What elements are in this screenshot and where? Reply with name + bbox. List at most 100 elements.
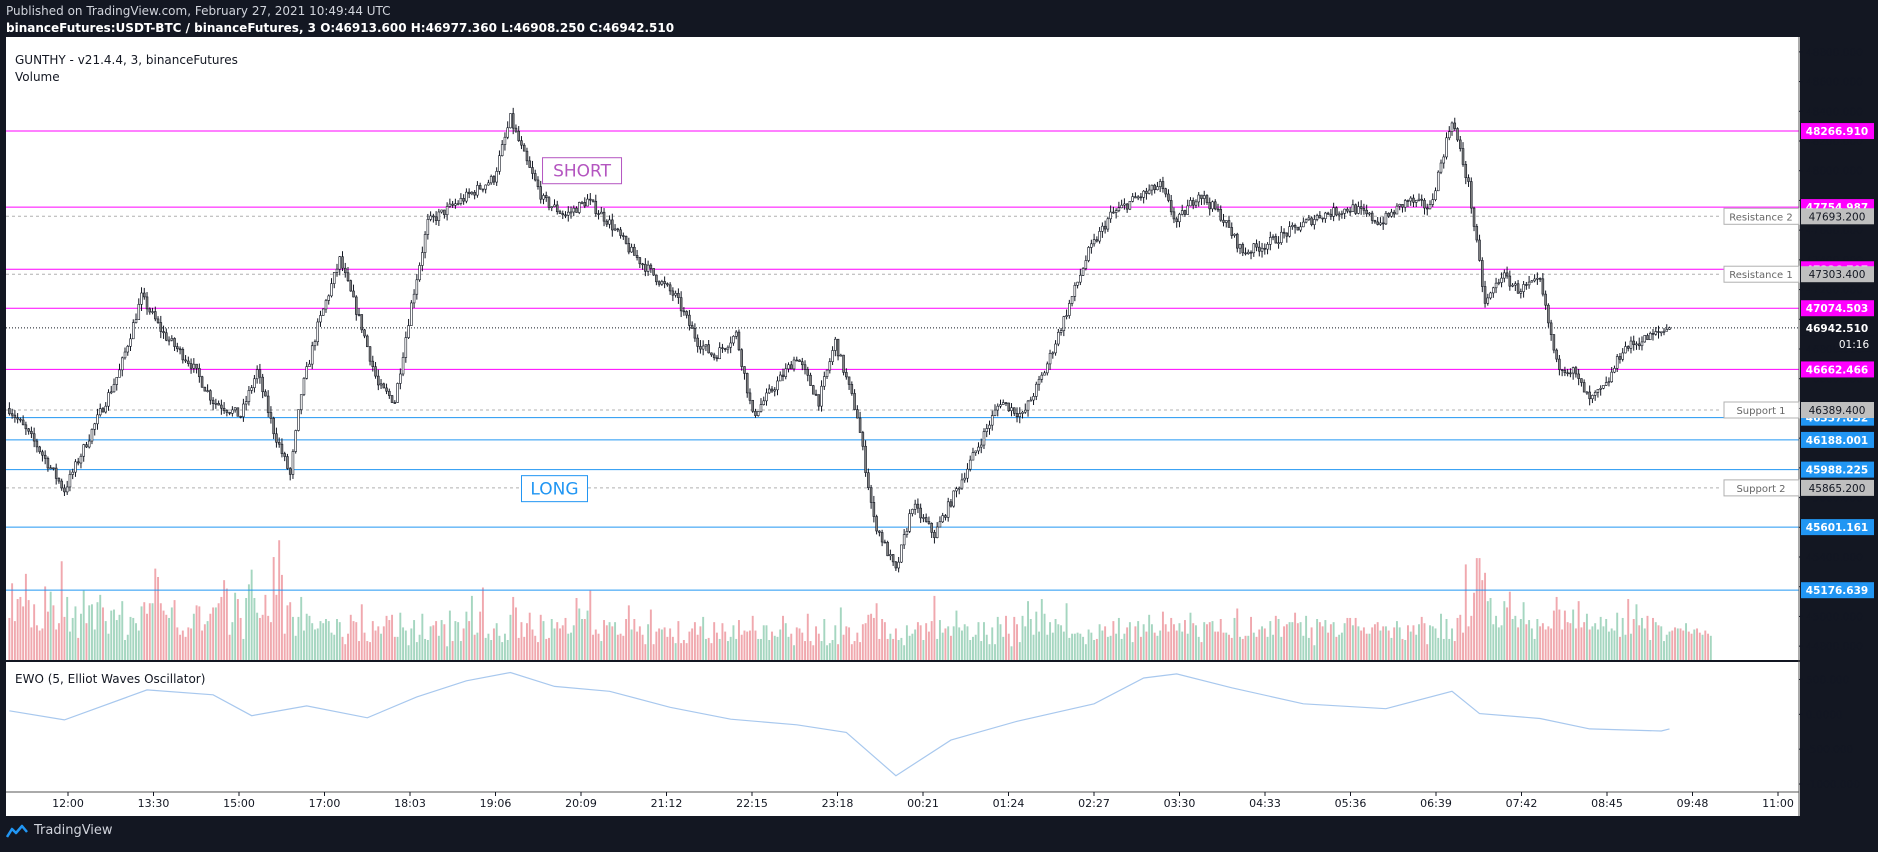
candle-body: [1164, 188, 1167, 195]
volume-bar: [1404, 640, 1407, 661]
candle-body: [1101, 225, 1104, 232]
candle-body: [1269, 237, 1272, 245]
time-tick-label: 07:42: [1506, 797, 1538, 810]
candle-body: [1387, 212, 1390, 217]
time-tick-label: 00:21: [907, 797, 939, 810]
volume-bar: [1478, 558, 1481, 661]
candle-body: [533, 173, 537, 181]
candle-body: [1359, 206, 1363, 209]
candle-body: [355, 296, 358, 315]
candle-body: [1015, 413, 1019, 418]
volume-bar: [1126, 627, 1129, 661]
candle-body: [360, 314, 364, 331]
volume-bar: [592, 634, 595, 661]
volume-bar: [38, 630, 41, 661]
candle-body: [1299, 226, 1302, 231]
candle-body: [514, 127, 518, 132]
candle-body: [1057, 332, 1060, 345]
volume-bar: [1492, 624, 1495, 661]
volume-bar: [338, 622, 341, 661]
tradingview-brand[interactable]: TradingView: [6, 823, 113, 838]
volume-bar: [371, 621, 374, 661]
volume-bar: [289, 602, 292, 661]
candle-body: [1098, 231, 1101, 242]
volume-bar: [674, 643, 677, 661]
volume-bar: [545, 638, 548, 661]
candle-body: [228, 412, 231, 414]
price-tick-label: 47200.000: [1806, 285, 1863, 297]
volume-bar: [457, 622, 460, 661]
candle-body: [1238, 244, 1242, 249]
price-tick-label: 48400.000: [1806, 106, 1863, 118]
volume-bar: [881, 619, 884, 661]
volume-bar: [1280, 636, 1283, 661]
candle-body: [283, 453, 286, 457]
candle-body: [1255, 243, 1258, 248]
candle-body: [297, 409, 300, 431]
volume-bar: [548, 637, 550, 661]
volume-bar: [1357, 626, 1360, 661]
candle-body: [96, 414, 99, 425]
candle-body: [390, 395, 394, 403]
volume-bar: [1043, 613, 1046, 661]
volume-bar: [179, 634, 182, 661]
candle-body: [412, 293, 416, 304]
candle-body: [677, 293, 680, 298]
candle-body: [952, 490, 955, 507]
candle-body: [500, 144, 504, 156]
time-tick-label: 03:30: [1164, 797, 1196, 810]
candle-body: [1516, 283, 1520, 294]
volume-bar: [900, 637, 903, 661]
candle-body: [272, 418, 275, 435]
candle-body: [704, 344, 708, 347]
candle-body: [652, 268, 655, 276]
volume-bar: [1139, 636, 1142, 661]
candle-body: [770, 388, 774, 392]
volume-bar: [729, 636, 732, 661]
candle-body: [1114, 210, 1118, 213]
level-badge-label: 47074.503: [1806, 303, 1868, 315]
volume-bar: [46, 611, 49, 661]
sr-price-label: 45865.200: [1809, 483, 1866, 495]
candle-body: [1406, 200, 1410, 202]
volume-bar: [1602, 626, 1605, 661]
ewo-tick-label: -1000.000: [1806, 779, 1860, 791]
volume-bar: [1128, 622, 1131, 661]
candle-body: [1153, 184, 1156, 191]
candle-body: [1420, 198, 1423, 201]
candle-body: [803, 364, 807, 370]
candle-body: [476, 185, 479, 196]
volume-bar: [495, 623, 498, 661]
candle-body: [1648, 332, 1652, 341]
volume-bar: [691, 628, 694, 661]
candle-body: [38, 446, 41, 453]
volume-bar: [1704, 630, 1707, 661]
candle-body: [762, 400, 765, 405]
volume-bar: [974, 634, 977, 661]
time-tick-label: 18:03: [394, 797, 426, 810]
candle-body: [1208, 202, 1212, 210]
volume-bar: [1206, 624, 1208, 661]
candle-body: [264, 391, 267, 397]
volume-bar: [71, 617, 74, 661]
candle-body: [429, 215, 432, 220]
volume-bar: [465, 611, 468, 661]
volume-bar: [137, 630, 140, 661]
candle-body: [1103, 225, 1107, 230]
candle-body: [1332, 207, 1335, 217]
candle-body: [787, 364, 790, 370]
volume-bar: [1112, 621, 1115, 661]
candle-body: [1183, 210, 1187, 215]
volume-bar: [1682, 630, 1685, 661]
candle-body: [1062, 316, 1066, 331]
candle-body: [1450, 122, 1454, 132]
last-price-label: 46942.510: [1806, 323, 1868, 335]
candle-body: [1618, 356, 1622, 360]
volume-bar: [1076, 632, 1079, 661]
candle-body: [291, 451, 295, 475]
volume-bar: [567, 633, 570, 661]
volume-bar: [622, 635, 625, 661]
volume-bar: [512, 596, 515, 661]
candle-body: [520, 140, 523, 146]
